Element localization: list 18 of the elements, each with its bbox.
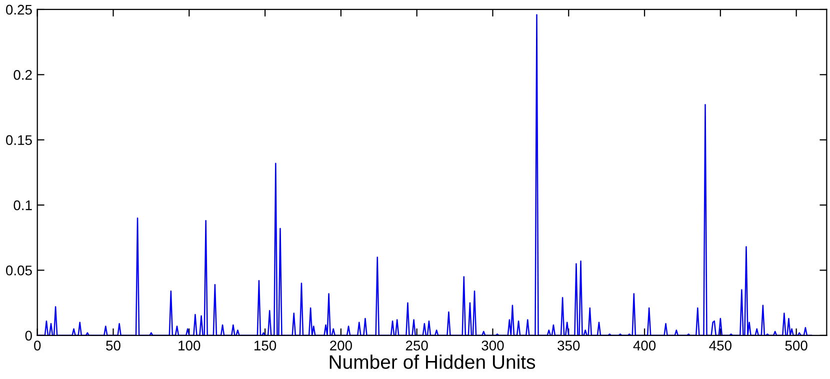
x-tick-label: 500 (785, 340, 808, 350)
x-tick-label: 450 (709, 340, 732, 350)
x-tick-label: 300 (482, 340, 504, 350)
y-tick-label: 0.25 (6, 4, 32, 15)
y-tick-label: 0.15 (6, 135, 32, 146)
x-axis-title: Number of Hidden Units (330, 354, 536, 369)
y-tick-label: 0.1 (14, 200, 32, 210)
x-tick-label: 400 (633, 340, 656, 350)
y-tick-label: 0 (25, 330, 32, 341)
y-tick-label: 0.05 (6, 266, 32, 276)
x-tick-label: 250 (406, 340, 428, 350)
x-tick-label: 150 (254, 340, 276, 350)
y-tick-label: 0.2 (14, 70, 32, 80)
x-tick-label: 100 (178, 340, 200, 350)
x-tick-label: 200 (330, 340, 352, 350)
x-tick-label: 0 (34, 340, 41, 350)
x-tick-label: 50 (106, 340, 120, 350)
x-tick-label: 350 (558, 340, 580, 350)
